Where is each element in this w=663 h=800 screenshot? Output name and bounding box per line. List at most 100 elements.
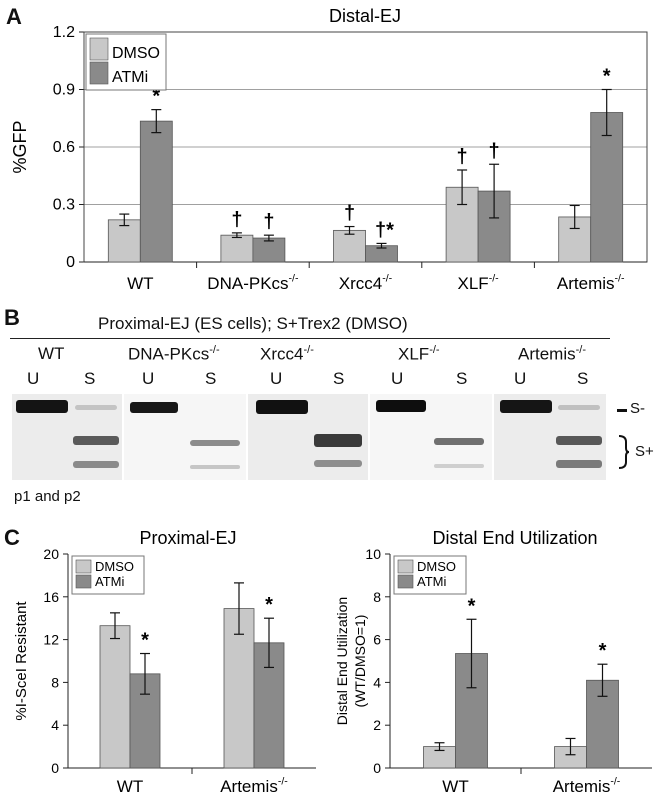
- a-significance-mark: †: [344, 203, 355, 225]
- gel-lane-u-label: U: [27, 369, 40, 388]
- a-significance-mark: †: [231, 209, 242, 231]
- gel-lane-s-label: S: [333, 369, 345, 388]
- band-dnapkcs-u: [130, 402, 178, 413]
- c1-ytick-label: 4: [51, 717, 59, 733]
- c1-legend-swatch-atmi: [75, 574, 92, 589]
- a-title: Distal-EJ: [329, 6, 401, 26]
- c2-ylabel: Distal End Utilization: [334, 597, 350, 725]
- a-significance-mark: *: [603, 66, 611, 88]
- c2-legend-label-atmi: ATMi: [417, 574, 446, 589]
- c2-ytick-label: 2: [373, 717, 381, 733]
- band-xrcc4-u: [256, 400, 308, 414]
- c2-ylabel-2: (WT/DMSO=1): [352, 615, 368, 708]
- a-legend-swatch-dmso: [89, 37, 109, 61]
- band-xrcc4-s-plus-1: [314, 434, 362, 447]
- s-plus-bracket: [618, 435, 630, 469]
- a-significance-mark: †*: [375, 219, 394, 241]
- band-xlf-s-plus-1: [434, 438, 484, 445]
- band-artemis-u: [500, 400, 552, 413]
- c2-ytick-label: 0: [373, 760, 381, 776]
- a-ytick-label: 0.6: [53, 139, 75, 156]
- c2-significance-mark: *: [599, 640, 607, 662]
- c1-ytick-label: 20: [43, 546, 59, 562]
- gel-lane-u-label: U: [142, 369, 155, 388]
- gel-lane-genotype: WT: [38, 344, 65, 363]
- a-ytick-label: 0.3: [53, 197, 75, 214]
- a-legend-swatch-atmi: [89, 61, 109, 85]
- c1-ytick-label: 8: [51, 674, 59, 690]
- a-xtick-label: Artemis-/-: [557, 272, 625, 293]
- gel-lane-genotype: Artemis-/-: [518, 344, 587, 364]
- c2-ytick-label: 10: [365, 546, 381, 562]
- s-minus-dash: [617, 409, 627, 412]
- band-xrcc4-s-plus-2: [314, 460, 362, 467]
- a-bar-atmi-4: [590, 112, 624, 263]
- a-bar-atmi-0: [139, 120, 173, 263]
- c2-title: Distal End Utilization: [432, 528, 597, 548]
- c2-legend-swatch-dmso: [397, 559, 414, 574]
- c2-significance-mark: *: [468, 595, 476, 617]
- gel-lane-s-label: S: [205, 369, 217, 388]
- c2-xtick-label: WT: [442, 777, 468, 796]
- gel-lane-genotype: XLF-/-: [398, 344, 440, 364]
- gel-lane-u-label: U: [270, 369, 283, 388]
- c2-legend-swatch-atmi: [397, 574, 414, 589]
- gel-lane-u-label: U: [514, 369, 527, 388]
- proximal-ej-chart: Proximal-EJ %I-SceI Resistant 0 4 8 12 16 20 * WT…: [13, 528, 316, 796]
- c1-title: Proximal-EJ: [139, 528, 236, 548]
- s-minus-label: S-: [630, 400, 645, 417]
- band-artemis-s-minus: [558, 405, 600, 410]
- panel-b-label: B: [4, 305, 20, 330]
- panel-c-label: C: [4, 525, 20, 550]
- c1-legend-label-atmi: ATMi: [95, 574, 124, 589]
- c1-significance-mark: *: [265, 594, 273, 616]
- a-ytick-label: 0: [66, 254, 75, 271]
- band-wt-u: [16, 400, 68, 413]
- a-ylabel: %GFP: [10, 120, 30, 173]
- a-xtick-label: Xrcc4-/-: [339, 272, 393, 293]
- gel-lane-s-label: S: [577, 369, 589, 388]
- c1-ytick-label: 12: [43, 632, 59, 648]
- c2-ytick-label: 8: [373, 589, 381, 605]
- gel-lane-genotype: Xrcc4-/-: [260, 344, 314, 364]
- gel-lane-s-label: S: [84, 369, 96, 388]
- a-bar-dmso-2: [333, 229, 366, 263]
- a-significance-mark: *: [152, 86, 160, 108]
- a-significance-mark: †: [263, 211, 274, 233]
- band-wt-s-minus: [75, 405, 117, 410]
- c1-ytick-label: 16: [43, 589, 59, 605]
- band-xlf-u: [376, 400, 426, 412]
- band-wt-s-plus-1: [73, 436, 119, 445]
- c2-legend-label-dmso: DMSO: [417, 559, 456, 574]
- band-artemis-s-plus-1: [556, 436, 602, 445]
- gel-title-rule: [10, 338, 610, 339]
- gel-footnote: p1 and p2: [14, 488, 81, 505]
- band-dnapkcs-s-plus-2: [190, 465, 240, 469]
- gel-lane-u-label: U: [391, 369, 404, 388]
- a-significance-mark: †: [489, 140, 500, 162]
- c2-xtick-label: Artemis-/-: [553, 775, 621, 796]
- band-artemis-s-plus-2: [556, 460, 602, 468]
- a-ytick-label: 1.2: [53, 24, 75, 41]
- a-xtick-label: XLF-/-: [458, 272, 500, 293]
- a-legend-label-dmso: DMSO: [112, 45, 160, 62]
- c1-legend-label-dmso: DMSO: [95, 559, 134, 574]
- distal-ej-chart: Distal-EJ %GFP 0 0.3 0.6 0.9 1.2 * WT † † DNA-PKcs-…: [10, 6, 648, 293]
- c1-ytick-label: 0: [51, 760, 59, 776]
- s-plus-label: S+: [635, 443, 654, 460]
- a-xtick-label: WT: [127, 274, 153, 293]
- a-bar-atmi-1: [252, 237, 286, 263]
- a-ytick-label: 0.9: [53, 82, 75, 99]
- band-dnapkcs-s-plus-1: [190, 440, 240, 446]
- panel-a-label: A: [6, 4, 22, 29]
- band-xlf-s-plus-2: [434, 464, 484, 468]
- a-bar-dmso-1: [220, 234, 254, 263]
- c1-bar-dmso-1: [223, 608, 255, 769]
- gel-lane-s-label: S: [456, 369, 468, 388]
- a-legend-label-atmi: ATMi: [112, 69, 148, 86]
- a-xtick-label: DNA-PKcs-/-: [207, 272, 299, 293]
- gel-title: Proximal-EJ (ES cells); S+Trex2 (DMSO): [98, 314, 408, 333]
- c1-ylabel: %I-SceI Resistant: [13, 601, 30, 721]
- c2-ytick-label: 4: [373, 674, 381, 690]
- c1-legend-swatch-dmso: [75, 559, 92, 574]
